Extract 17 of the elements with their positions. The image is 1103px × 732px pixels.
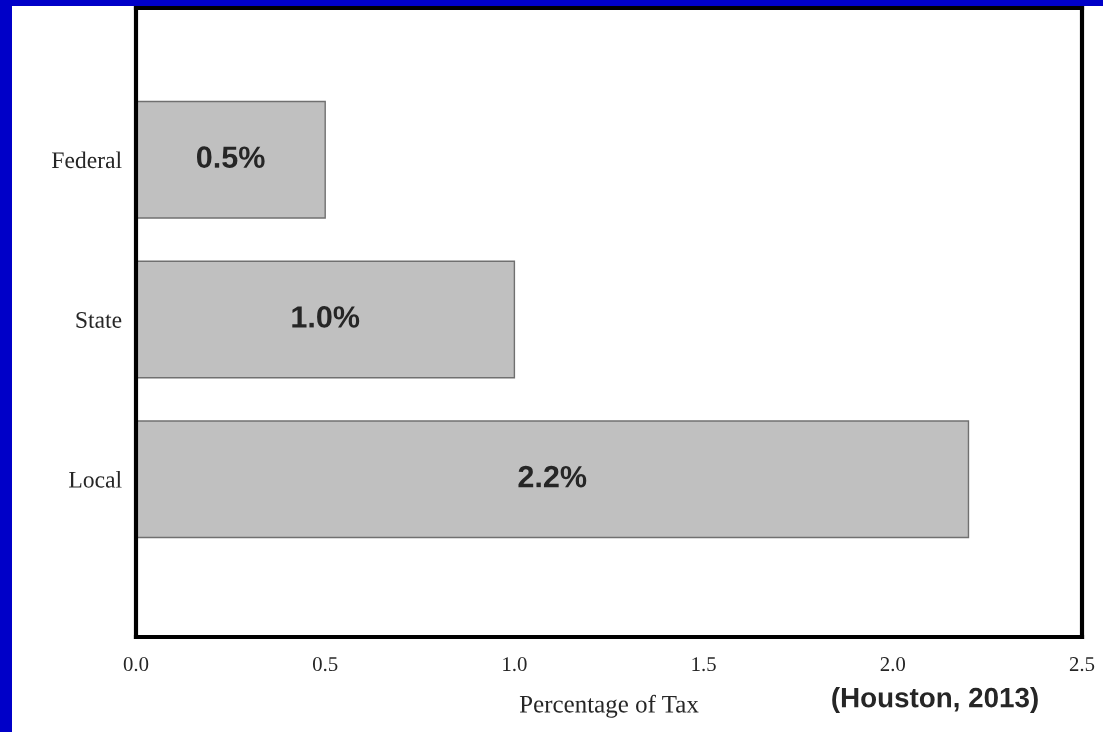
- bar: [136, 260, 516, 379]
- data-label: 1.0%: [292, 306, 360, 328]
- x-tick-label: 2.0: [880, 657, 906, 672]
- x-axis-title: Percentage of Tax: [519, 694, 699, 718]
- data-label: 0.5%: [196, 146, 265, 168]
- x-tick-label: 1.0: [503, 657, 527, 672]
- x-tick-label: 1.5: [692, 657, 716, 672]
- y-tick-label: State: [76, 312, 122, 328]
- bar: [136, 420, 970, 539]
- x-tick-label: 0.0: [123, 657, 149, 672]
- data-label: 2.2%: [518, 465, 587, 488]
- text: (Houston, 2013): [832, 687, 1038, 713]
- y-tick-label: Federal: [51, 151, 122, 169]
- x-tick-label: 0.5: [312, 657, 338, 672]
- y-tick-label: Local: [69, 471, 122, 488]
- x-tick-label: 2.5: [1069, 657, 1095, 672]
- bar: [136, 100, 326, 219]
